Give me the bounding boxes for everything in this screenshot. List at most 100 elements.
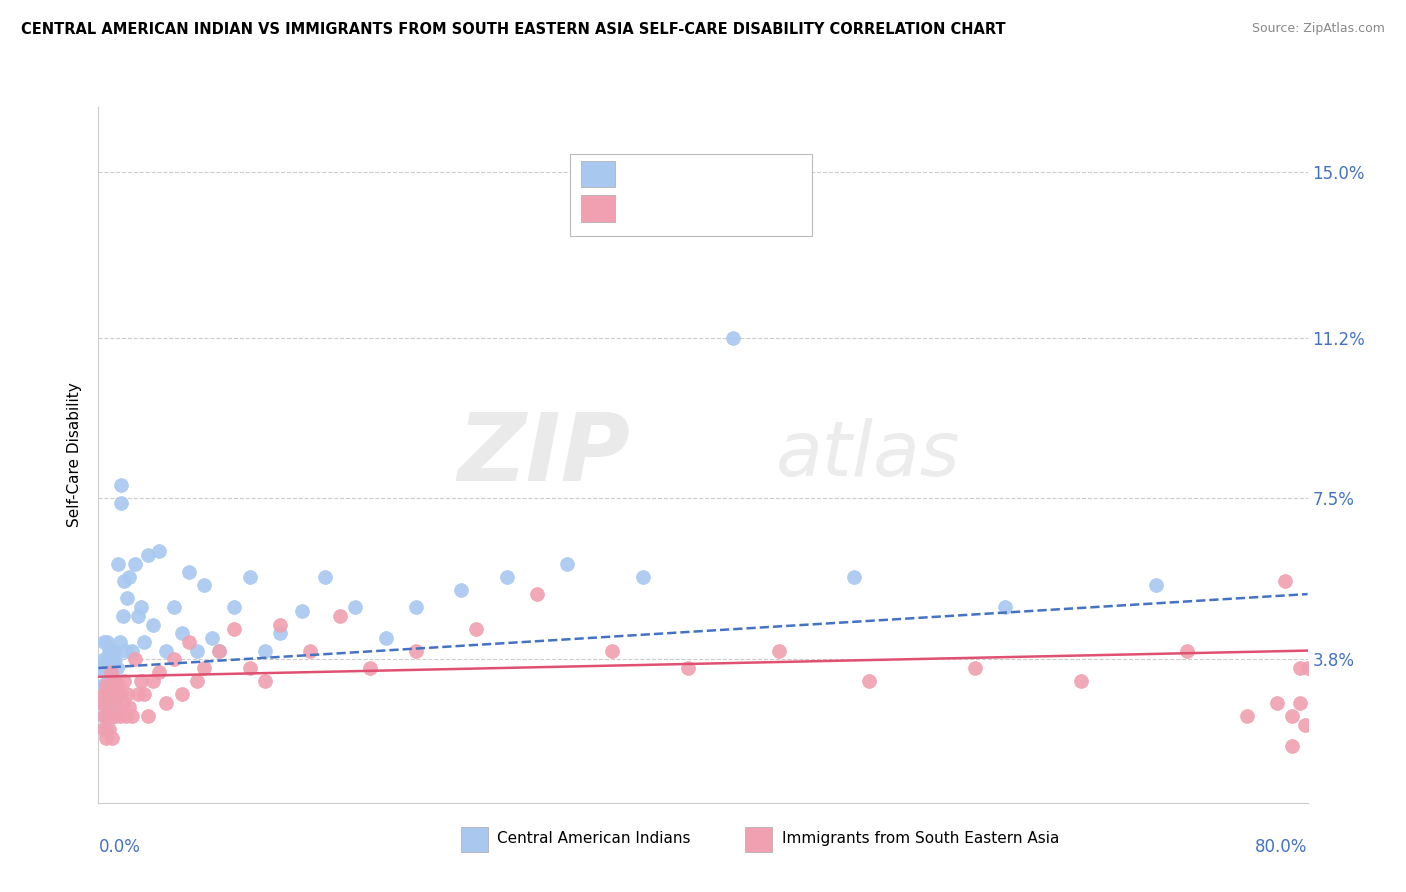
Point: [110, 478, 132, 492]
Point: [103, 696, 125, 710]
Point: [93, 652, 115, 666]
Text: ZIP: ZIP: [457, 409, 630, 501]
Point: [111, 696, 134, 710]
Point: [100, 687, 122, 701]
Point: [108, 708, 131, 723]
Point: [1296, 661, 1319, 675]
Text: 80.0%: 80.0%: [1256, 838, 1308, 855]
Text: N = 73: N = 73: [727, 166, 783, 181]
Point: [90, 661, 112, 675]
Point: [98, 687, 121, 701]
Point: [101, 731, 124, 745]
Point: [110, 687, 132, 701]
Bar: [745, 827, 772, 852]
Point: [269, 617, 291, 632]
Point: [105, 661, 128, 675]
Point: [96, 696, 118, 710]
Point: [94, 665, 117, 680]
Point: [555, 557, 578, 571]
Point: [224, 600, 246, 615]
Point: [114, 643, 136, 657]
Point: [101, 678, 124, 692]
Text: Source: ZipAtlas.com: Source: ZipAtlas.com: [1251, 22, 1385, 36]
Point: [104, 708, 127, 723]
Point: [193, 661, 215, 675]
Point: [101, 652, 124, 666]
Point: [676, 661, 699, 675]
Point: [127, 687, 149, 701]
Text: N = 67: N = 67: [727, 201, 783, 216]
Point: [103, 708, 125, 723]
Point: [103, 687, 125, 701]
Point: [170, 687, 193, 701]
Point: [124, 557, 146, 571]
Point: [148, 543, 170, 558]
Point: [91, 696, 114, 710]
Point: [239, 570, 262, 584]
Point: [104, 674, 127, 689]
Point: [129, 600, 152, 615]
Point: [193, 578, 215, 592]
Point: [602, 643, 624, 657]
Bar: [461, 827, 488, 852]
Point: [121, 708, 143, 723]
FancyBboxPatch shape: [569, 153, 811, 235]
Point: [98, 722, 121, 736]
Point: [186, 643, 208, 657]
Point: [291, 605, 314, 619]
Point: [201, 631, 224, 645]
Point: [108, 635, 131, 649]
Point: [1289, 696, 1312, 710]
Point: [1175, 643, 1198, 657]
Point: [329, 608, 352, 623]
Point: [374, 631, 396, 645]
Point: [314, 570, 336, 584]
Point: [1267, 696, 1289, 710]
Point: [127, 608, 149, 623]
Point: [344, 600, 367, 615]
Point: [465, 622, 488, 636]
Point: [858, 674, 880, 689]
Bar: [581, 195, 614, 222]
Point: [170, 626, 193, 640]
Point: [186, 674, 208, 689]
Point: [96, 652, 118, 666]
Point: [98, 687, 121, 701]
Point: [93, 708, 115, 723]
Point: [495, 570, 517, 584]
Point: [100, 665, 122, 680]
Point: [405, 600, 427, 615]
Point: [208, 643, 231, 657]
Point: [155, 696, 177, 710]
Point: [253, 674, 276, 689]
Point: [723, 330, 745, 344]
Point: [208, 643, 231, 657]
Point: [115, 591, 138, 606]
Point: [100, 665, 122, 680]
Point: [94, 687, 117, 701]
Point: [179, 566, 201, 580]
Point: [103, 643, 125, 657]
Point: [129, 674, 152, 689]
Point: [253, 643, 276, 657]
Point: [631, 570, 654, 584]
Point: [1070, 674, 1092, 689]
Point: [93, 687, 115, 701]
Point: [1144, 578, 1167, 592]
Point: [90, 696, 112, 710]
Point: [768, 643, 790, 657]
Point: [1236, 708, 1258, 723]
Point: [142, 617, 165, 632]
Point: [118, 700, 141, 714]
Point: [93, 635, 115, 649]
Point: [118, 570, 141, 584]
Text: R = 0.136: R = 0.136: [627, 201, 707, 216]
Point: [994, 600, 1017, 615]
Point: [101, 678, 124, 692]
Point: [148, 665, 170, 680]
Point: [132, 687, 155, 701]
Point: [1281, 708, 1303, 723]
Point: [96, 708, 118, 723]
Point: [136, 708, 159, 723]
Point: [91, 722, 114, 736]
